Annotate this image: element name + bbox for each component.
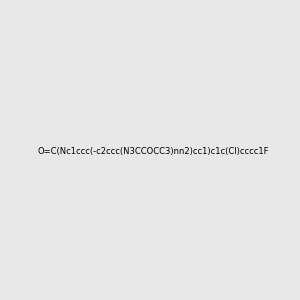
Text: O=C(Nc1ccc(-c2ccc(N3CCOCC3)nn2)cc1)c1c(Cl)cccc1F: O=C(Nc1ccc(-c2ccc(N3CCOCC3)nn2)cc1)c1c(C…: [38, 147, 269, 156]
